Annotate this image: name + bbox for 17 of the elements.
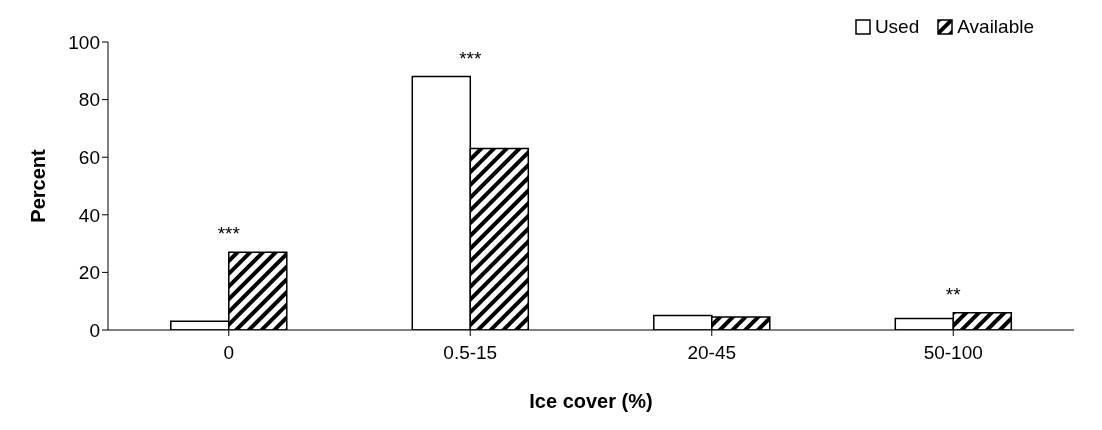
- y-tick-label: 20: [78, 262, 100, 284]
- y-tick-label: 80: [78, 89, 100, 111]
- y-tick-label: 40: [78, 204, 100, 226]
- y-axis-title: Percent: [27, 148, 50, 223]
- annotation: ***: [217, 223, 241, 245]
- x-tick-label: 0: [223, 342, 235, 364]
- annotation: ***: [459, 47, 482, 69]
- y-tick-label: 60: [78, 146, 100, 168]
- legend-label: Used: [874, 16, 920, 38]
- legend-label: Available: [957, 16, 1034, 38]
- x-tick-label: 50-100: [923, 342, 983, 364]
- x-tick-label: 20-45: [687, 342, 737, 364]
- y-tick-label: 100: [68, 31, 100, 53]
- x-axis-title: Ice cover (%): [529, 390, 653, 412]
- annotation: **: [945, 283, 962, 305]
- y-tick-label: 0: [89, 319, 100, 341]
- x-tick-label: 0.5-15: [443, 342, 498, 364]
